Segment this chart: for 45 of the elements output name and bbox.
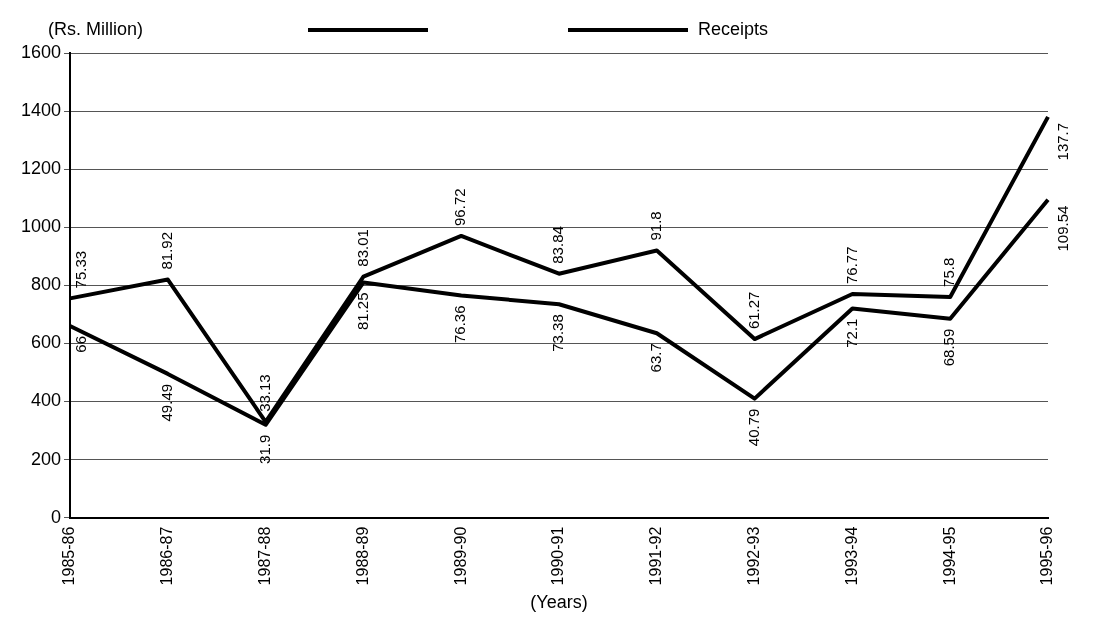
annotation: 75.8 bbox=[940, 257, 958, 287]
x-axis-title: (Years) bbox=[530, 592, 588, 613]
x-tick-label: 1985-86 bbox=[60, 526, 78, 586]
text: Receipts bbox=[698, 18, 769, 39]
annotation: 83.84 bbox=[549, 226, 567, 264]
y-tick-label: 0 bbox=[51, 506, 62, 527]
y-tick-label: 1600 bbox=[21, 41, 62, 62]
y-tick-label: 800 bbox=[31, 274, 62, 295]
annotation: 31.9 bbox=[255, 434, 273, 464]
annotation: 91.8 bbox=[646, 211, 664, 241]
annotation: 61.27 bbox=[744, 291, 762, 330]
annotation: 76.36 bbox=[451, 305, 469, 344]
annotation: 137.7 bbox=[1054, 122, 1072, 161]
annotation: 109.54 bbox=[1054, 205, 1072, 252]
x-tick-label: 1992-93 bbox=[745, 526, 763, 586]
x-tick-label: 1994-95 bbox=[940, 526, 958, 586]
annotation: 63.7 bbox=[646, 343, 664, 373]
x-tick-label: 1987-88 bbox=[256, 526, 274, 586]
annotation: 83.01 bbox=[353, 229, 371, 267]
annotation: 72.1 bbox=[842, 318, 860, 348]
annotation: 33.13 bbox=[255, 374, 273, 412]
x-tick-label: 1995-96 bbox=[1038, 526, 1056, 586]
y-axis-title: (Rs. Million) bbox=[48, 18, 144, 39]
x-tick-label: 1988-89 bbox=[353, 526, 371, 586]
annotation: 75.33 bbox=[72, 250, 90, 289]
y-tick-label: 1400 bbox=[21, 100, 62, 121]
annotation: 81.25 bbox=[353, 292, 371, 330]
x-tick-label: 1993-94 bbox=[842, 526, 860, 586]
annotation: 68.59 bbox=[940, 328, 958, 367]
annotation: 49.49 bbox=[157, 383, 175, 422]
y-tick-label: 1200 bbox=[21, 158, 62, 179]
y-tick-label: 600 bbox=[31, 332, 62, 353]
annotation: 81.92 bbox=[157, 231, 175, 270]
x-tick-label: 1989-90 bbox=[451, 526, 469, 586]
annotation: 73.38 bbox=[549, 314, 567, 352]
x-tick-label: 1990-91 bbox=[549, 526, 567, 586]
x-tick-label: 1991-92 bbox=[647, 526, 665, 586]
y-tick-label: 1000 bbox=[21, 216, 62, 237]
x-tick-label: 1986-87 bbox=[158, 526, 176, 586]
annotation: 76.77 bbox=[842, 246, 860, 285]
y-tick-label: 200 bbox=[31, 448, 62, 469]
y-tick-label: 400 bbox=[31, 390, 62, 411]
annotation: 40.79 bbox=[744, 408, 762, 447]
annotation: 96.72 bbox=[451, 188, 469, 226]
annotation: 66 bbox=[72, 336, 90, 353]
